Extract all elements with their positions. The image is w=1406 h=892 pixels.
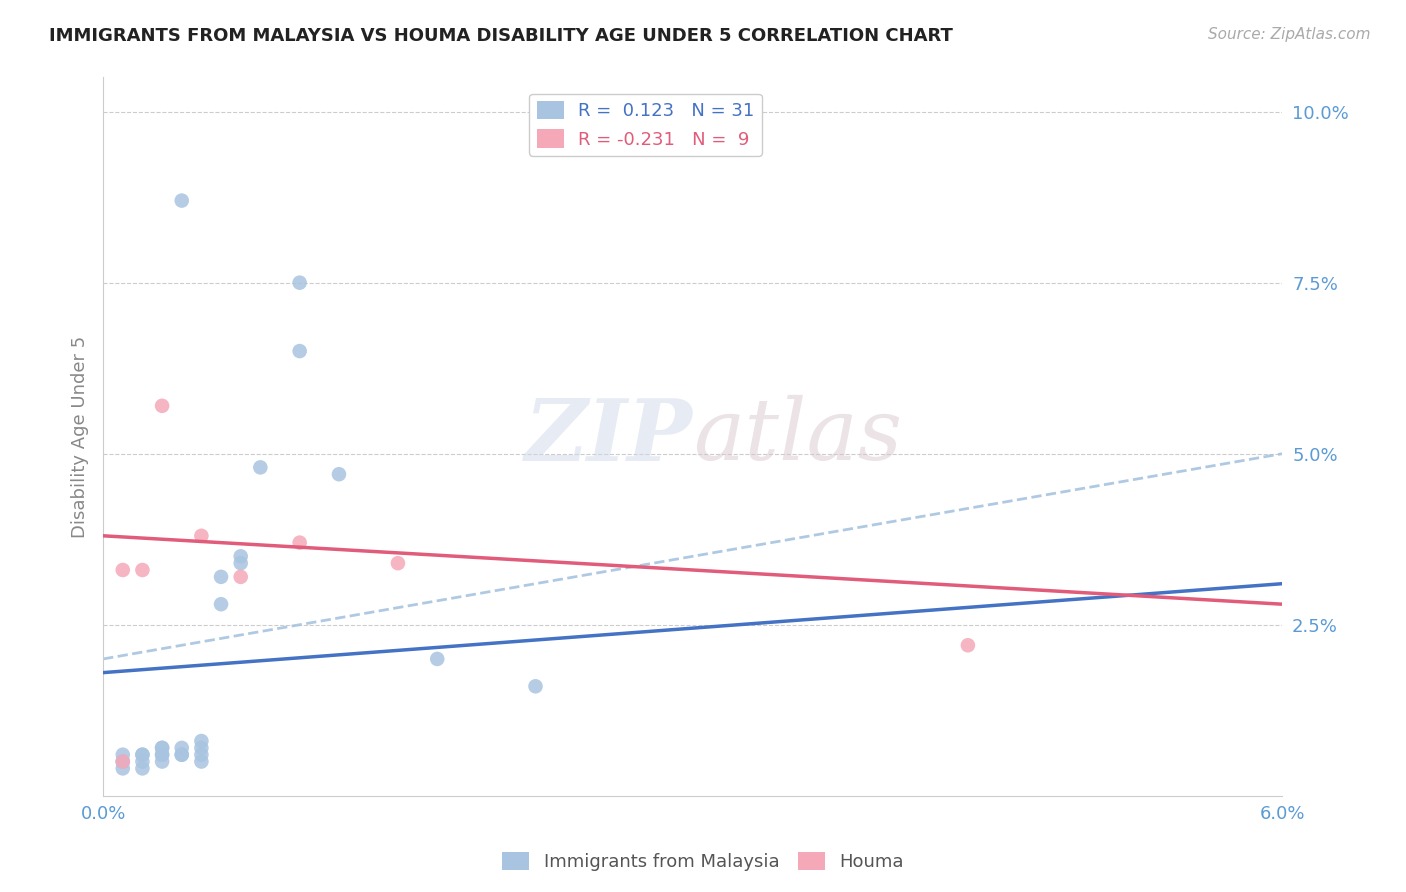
Point bbox=[190, 529, 212, 543]
Point bbox=[131, 761, 153, 775]
Point bbox=[249, 460, 271, 475]
Point bbox=[150, 755, 173, 769]
Text: IMMIGRANTS FROM MALAYSIA VS HOUMA DISABILITY AGE UNDER 5 CORRELATION CHART: IMMIGRANTS FROM MALAYSIA VS HOUMA DISABI… bbox=[49, 27, 953, 45]
Point bbox=[150, 399, 173, 413]
Legend: R =  0.123   N = 31, R = -0.231   N =  9: R = 0.123 N = 31, R = -0.231 N = 9 bbox=[530, 94, 762, 156]
Point bbox=[131, 563, 153, 577]
Point bbox=[229, 549, 252, 564]
Text: atlas: atlas bbox=[693, 395, 901, 478]
Point bbox=[209, 570, 232, 584]
Point bbox=[209, 597, 232, 611]
Point bbox=[170, 740, 193, 755]
Point bbox=[170, 747, 193, 762]
Point bbox=[150, 740, 173, 755]
Point bbox=[111, 747, 134, 762]
Point bbox=[131, 747, 153, 762]
Text: Source: ZipAtlas.com: Source: ZipAtlas.com bbox=[1208, 27, 1371, 42]
Point bbox=[150, 747, 173, 762]
Point bbox=[288, 276, 311, 290]
Point bbox=[150, 747, 173, 762]
Point bbox=[524, 679, 547, 693]
Point bbox=[190, 734, 212, 748]
Point bbox=[288, 344, 311, 359]
Point bbox=[170, 194, 193, 208]
Point bbox=[190, 740, 212, 755]
Point bbox=[150, 740, 173, 755]
Point bbox=[190, 755, 212, 769]
Point bbox=[956, 638, 979, 652]
Point bbox=[190, 747, 212, 762]
Point bbox=[328, 467, 350, 482]
Point bbox=[111, 755, 134, 769]
Y-axis label: Disability Age Under 5: Disability Age Under 5 bbox=[72, 335, 89, 538]
Point bbox=[387, 556, 409, 570]
Point bbox=[426, 652, 449, 666]
Point bbox=[229, 570, 252, 584]
Point bbox=[111, 563, 134, 577]
Point bbox=[111, 755, 134, 769]
Point bbox=[111, 755, 134, 769]
Text: ZIP: ZIP bbox=[524, 395, 693, 478]
Point bbox=[131, 747, 153, 762]
Point bbox=[170, 747, 193, 762]
Point bbox=[288, 535, 311, 549]
Point bbox=[229, 556, 252, 570]
Point bbox=[111, 761, 134, 775]
Point bbox=[131, 755, 153, 769]
Legend: Immigrants from Malaysia, Houma: Immigrants from Malaysia, Houma bbox=[495, 845, 911, 879]
